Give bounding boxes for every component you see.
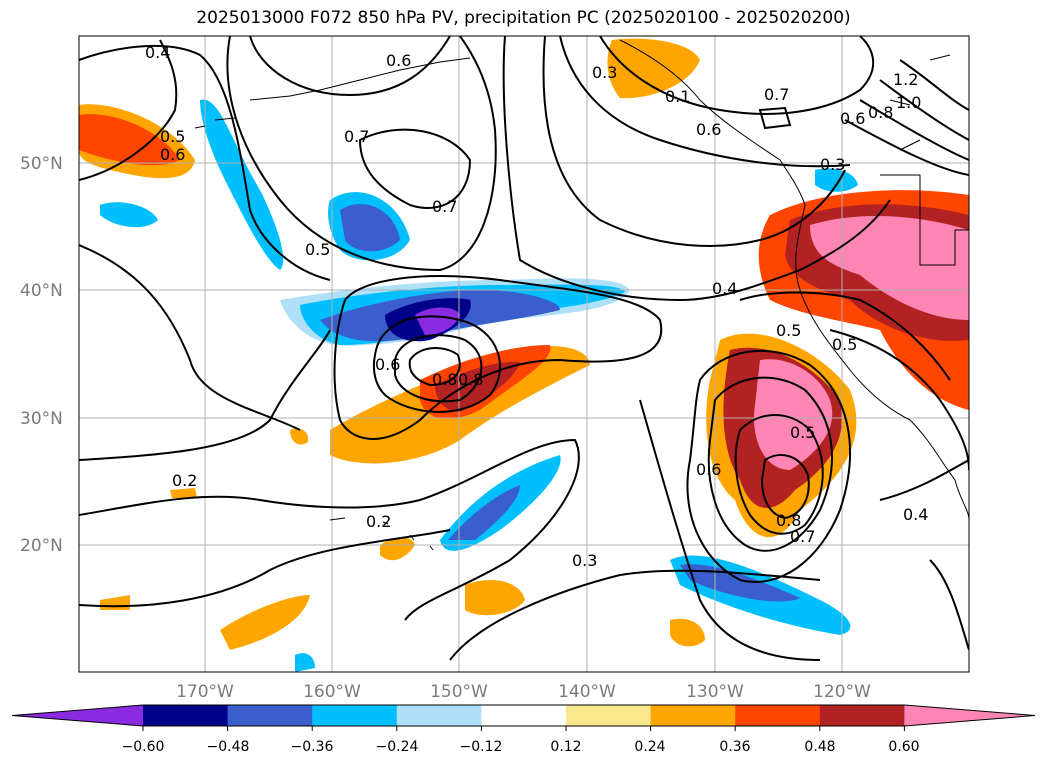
colorbar-tick-label: −0.24 [376,739,419,755]
colorbar-segment [143,705,229,726]
colorbar-segment [396,705,482,726]
contour-label: 0.7 [790,527,815,546]
contour-label: 0.8 [458,370,483,389]
contour-label: 0.4 [145,43,170,62]
pv-contours [79,36,969,661]
colorbar [11,704,1036,731]
positive-precip-shading [79,38,969,650]
lon-label: 170°W [176,682,234,702]
contour-labels: 0.4 0.6 0.7 0.7 0.5 0.5 0.6 0.6 0.8 0.8 … [145,43,928,570]
lon-label: 120°W [813,682,871,702]
lat-label: 50°N [20,154,63,174]
contour-label: 0.8 [432,370,457,389]
colorbar-tick-labels: −0.60 −0.48 −0.36 −0.24 −0.12 0.12 0.24 … [122,739,920,755]
contour-label: 0.3 [820,155,845,174]
lat-label: 40°N [20,281,63,301]
map-frame [78,35,970,673]
lon-label: 140°W [558,682,616,702]
contour-label: 1.0 [896,93,921,112]
negative-precip-shading [100,99,858,672]
colorbar-tick-label: 0.12 [550,739,581,755]
colorbar-tick-label: 0.24 [634,739,665,755]
contour-label: 0.6 [696,460,721,479]
colorbar-tick-label: −0.48 [207,739,250,755]
longitude-labels: 170°W 160°W 150°W 140°W 130°W 120°W [176,682,871,702]
contour-label: 0.5 [305,240,330,259]
colorbar-segment [312,705,398,726]
map-title: 2025013000 F072 850 hPa PV, precipitatio… [196,8,851,28]
contour-label: 0.2 [172,471,197,490]
lon-label: 150°W [430,682,488,702]
contour-label: 0.5 [790,423,815,442]
lat-label: 20°N [20,536,63,556]
contour-label: 0.1 [665,87,690,106]
contour-label: 0.7 [344,127,369,146]
colorbar-segment [227,705,313,726]
contour-label: 0.5 [776,321,801,340]
colorbar-segment [819,705,905,726]
colorbar-tick-label: 0.36 [719,739,750,755]
contour-label: 0.3 [572,551,597,570]
colorbar-extend-left [12,705,143,726]
coastlines [194,39,969,551]
contour-label: 0.6 [160,145,185,164]
contour-label: 0.5 [832,335,857,354]
latitude-labels: 50°N 40°N 30°N 20°N [20,154,63,556]
contour-label: 0.5 [160,127,185,146]
lat-label: 30°N [20,409,63,429]
colorbar-tick-label: 0.60 [888,739,919,755]
contour-label: 0.6 [840,109,865,128]
colorbar-segment [735,705,821,726]
map-area [79,36,969,672]
colorbar-segment [650,705,736,726]
contour-label: 0.7 [764,85,789,104]
colorbar-tick-label: −0.60 [122,739,165,755]
contour-label: 1.2 [893,70,918,89]
contour-label: 0.8 [868,103,893,122]
contour-label: 0.6 [386,51,411,70]
colorbar-extend-right [904,705,1035,726]
colorbar-tick-label: 0.48 [804,739,835,755]
lon-label: 160°W [303,682,361,702]
contour-label: 0.7 [432,197,457,216]
gridlines [79,36,969,672]
contour-label: 0.4 [903,505,928,524]
colorbar-tick-label: −0.12 [460,739,503,755]
colorbar-segment [481,705,567,726]
contour-label: 0.6 [696,120,721,139]
lon-label: 130°W [686,682,744,702]
colorbar-tick-label: −0.36 [291,739,334,755]
contour-label: 0.4 [712,279,737,298]
contour-label: 0.3 [592,63,617,82]
contour-label: 0.2 [366,512,391,531]
colorbar-segment [566,705,652,726]
contour-label: 0.6 [375,355,400,374]
contour-label: 0.8 [776,511,801,530]
